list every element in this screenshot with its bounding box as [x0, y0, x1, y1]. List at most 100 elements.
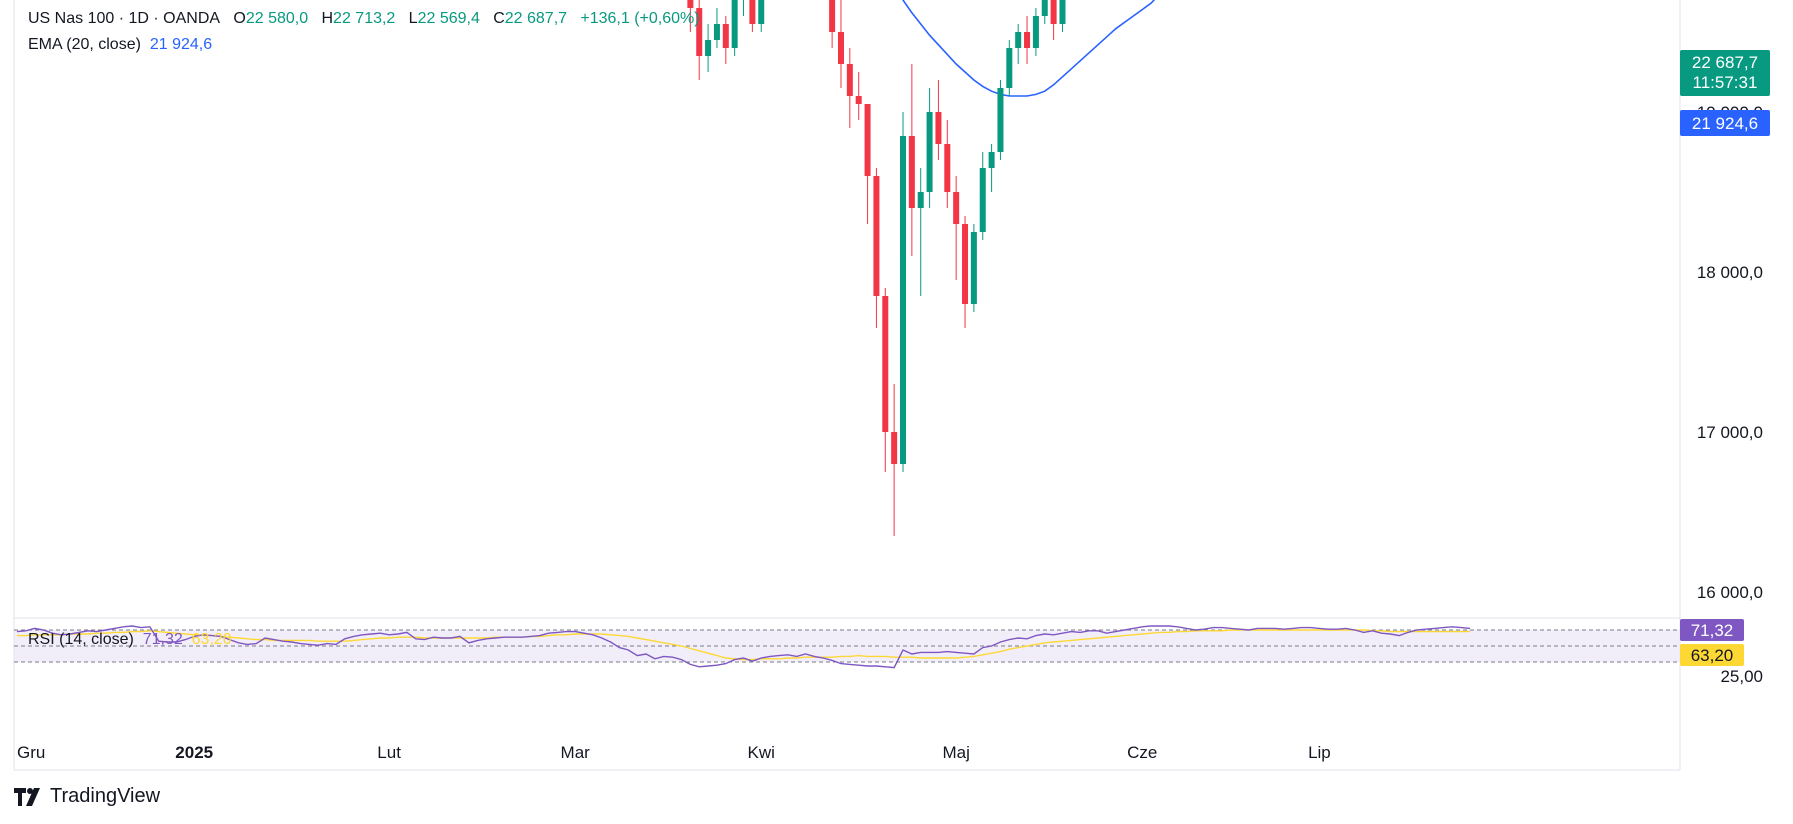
candles[interactable] [14, 0, 1455, 536]
time-tick-label: Mar [561, 743, 591, 762]
candle[interactable] [1032, 8, 1039, 56]
candle[interactable] [908, 64, 915, 256]
candle-body [979, 168, 986, 232]
candle[interactable] [873, 168, 880, 328]
time-tick-label: Cze [1127, 743, 1157, 762]
last-price-badge [1680, 50, 1770, 96]
candle[interactable] [970, 224, 977, 312]
change-value: +136,1 (+0,60%) [580, 10, 700, 27]
candle[interactable] [731, 0, 738, 56]
candle[interactable] [846, 48, 853, 128]
candle[interactable] [705, 24, 712, 72]
close-label: C [493, 10, 505, 27]
candle-body [837, 32, 844, 64]
price-tick-label: 17 000,0 [1697, 423, 1763, 442]
candle[interactable] [953, 176, 960, 280]
candle-body [829, 0, 836, 32]
candle-body [864, 104, 871, 176]
low-label: L [408, 10, 418, 27]
open-value: 22 580,0 [245, 10, 309, 27]
candle[interactable] [988, 144, 995, 192]
candle[interactable] [1050, 0, 1057, 40]
candle-body [1024, 32, 1031, 48]
candle[interactable] [979, 152, 986, 240]
candle-body [944, 144, 951, 192]
last-price-value: 22 687,7 [1692, 53, 1758, 72]
time-tick-label: Kwi [748, 743, 775, 762]
candle[interactable] [944, 120, 951, 208]
low-value: 22 569,4 [417, 10, 480, 27]
candle-body [917, 192, 924, 208]
price-pane-bg [0, 0, 1680, 618]
candle-body [1050, 0, 1057, 24]
candle-body [696, 8, 703, 56]
candle-body [722, 24, 729, 48]
candle-body [713, 24, 720, 40]
candle[interactable] [687, 0, 694, 32]
candle[interactable] [997, 80, 1004, 160]
symbol-title[interactable]: US Nas 100 · 1D · OANDA [28, 10, 221, 27]
candle[interactable] [855, 72, 862, 120]
ema-value: 21 924,6 [149, 36, 213, 53]
candle-body [846, 64, 853, 96]
candle[interactable] [829, 0, 836, 48]
candle[interactable] [713, 8, 720, 48]
candle[interactable] [1041, 0, 1048, 24]
candle[interactable] [1059, 0, 1066, 32]
ema-legend[interactable]: EMA (20, close) 21 924,6 [28, 36, 212, 54]
candle-body [997, 88, 1004, 152]
candle[interactable] [917, 168, 924, 296]
candle[interactable] [741, 0, 747, 16]
ema-badge [1680, 110, 1770, 136]
candle-body [1015, 32, 1022, 48]
rsi-badge [1680, 619, 1744, 641]
rsi-tick-label: 25,00 [1720, 667, 1763, 686]
candle[interactable] [935, 80, 942, 160]
candle-body [749, 0, 756, 24]
rsi-band [14, 629, 1680, 663]
time-tick-label: 2025 [175, 743, 213, 762]
candle[interactable] [837, 0, 844, 88]
candle-body [855, 96, 862, 104]
axis-badges: 22 687,7 11:57:31 21 924,6 71,32 63,20 [1680, 50, 1770, 666]
time-axis[interactable]: Gru 2025 Lut Mar Kwi Maj Cze Lip [17, 743, 1331, 762]
time-tick-label: Lip [1308, 743, 1331, 762]
candle[interactable] [758, 0, 765, 32]
candle[interactable] [900, 112, 906, 472]
price-tick-label: 18 000,0 [1697, 263, 1763, 282]
candle[interactable] [1015, 24, 1022, 64]
candle-body [873, 176, 880, 296]
candle-body [1059, 0, 1066, 24]
candle-body [891, 432, 898, 464]
candle[interactable] [962, 216, 969, 328]
price-axis[interactable]: 16 000,017 000,018 000,019 000,020 000,0… [1697, 0, 1763, 686]
candle-body [935, 112, 942, 144]
candle[interactable] [891, 384, 898, 536]
candle-body [962, 224, 969, 304]
rsi-badge-value: 71,32 [1691, 621, 1734, 640]
high-label: H [321, 10, 334, 27]
tradingview-brand[interactable]: TradingView [14, 785, 160, 808]
brand-name: TradingView [50, 785, 161, 807]
candle[interactable] [1024, 16, 1031, 64]
candle-body [705, 40, 712, 56]
candle[interactable] [882, 288, 889, 472]
candle[interactable] [926, 88, 933, 208]
candle-body [988, 152, 995, 168]
candle[interactable] [1006, 40, 1013, 96]
candle-body [882, 296, 889, 432]
candle[interactable] [696, 0, 703, 80]
candle-body [926, 112, 933, 192]
rsi-ma-badge-value: 63,20 [1691, 646, 1734, 665]
candle-body [953, 192, 960, 224]
candle[interactable] [749, 0, 756, 32]
candle-body [900, 136, 906, 464]
rsi-line [16, 625, 1471, 669]
candle[interactable] [722, 16, 729, 64]
rsi-legend[interactable]: RSI (14, close) 71,32 63,20 [28, 631, 232, 649]
candle-body [908, 136, 915, 208]
time-tick-label: Maj [942, 743, 969, 762]
candle[interactable] [864, 104, 871, 224]
rsi-ma-value: 63,20 [191, 631, 232, 648]
